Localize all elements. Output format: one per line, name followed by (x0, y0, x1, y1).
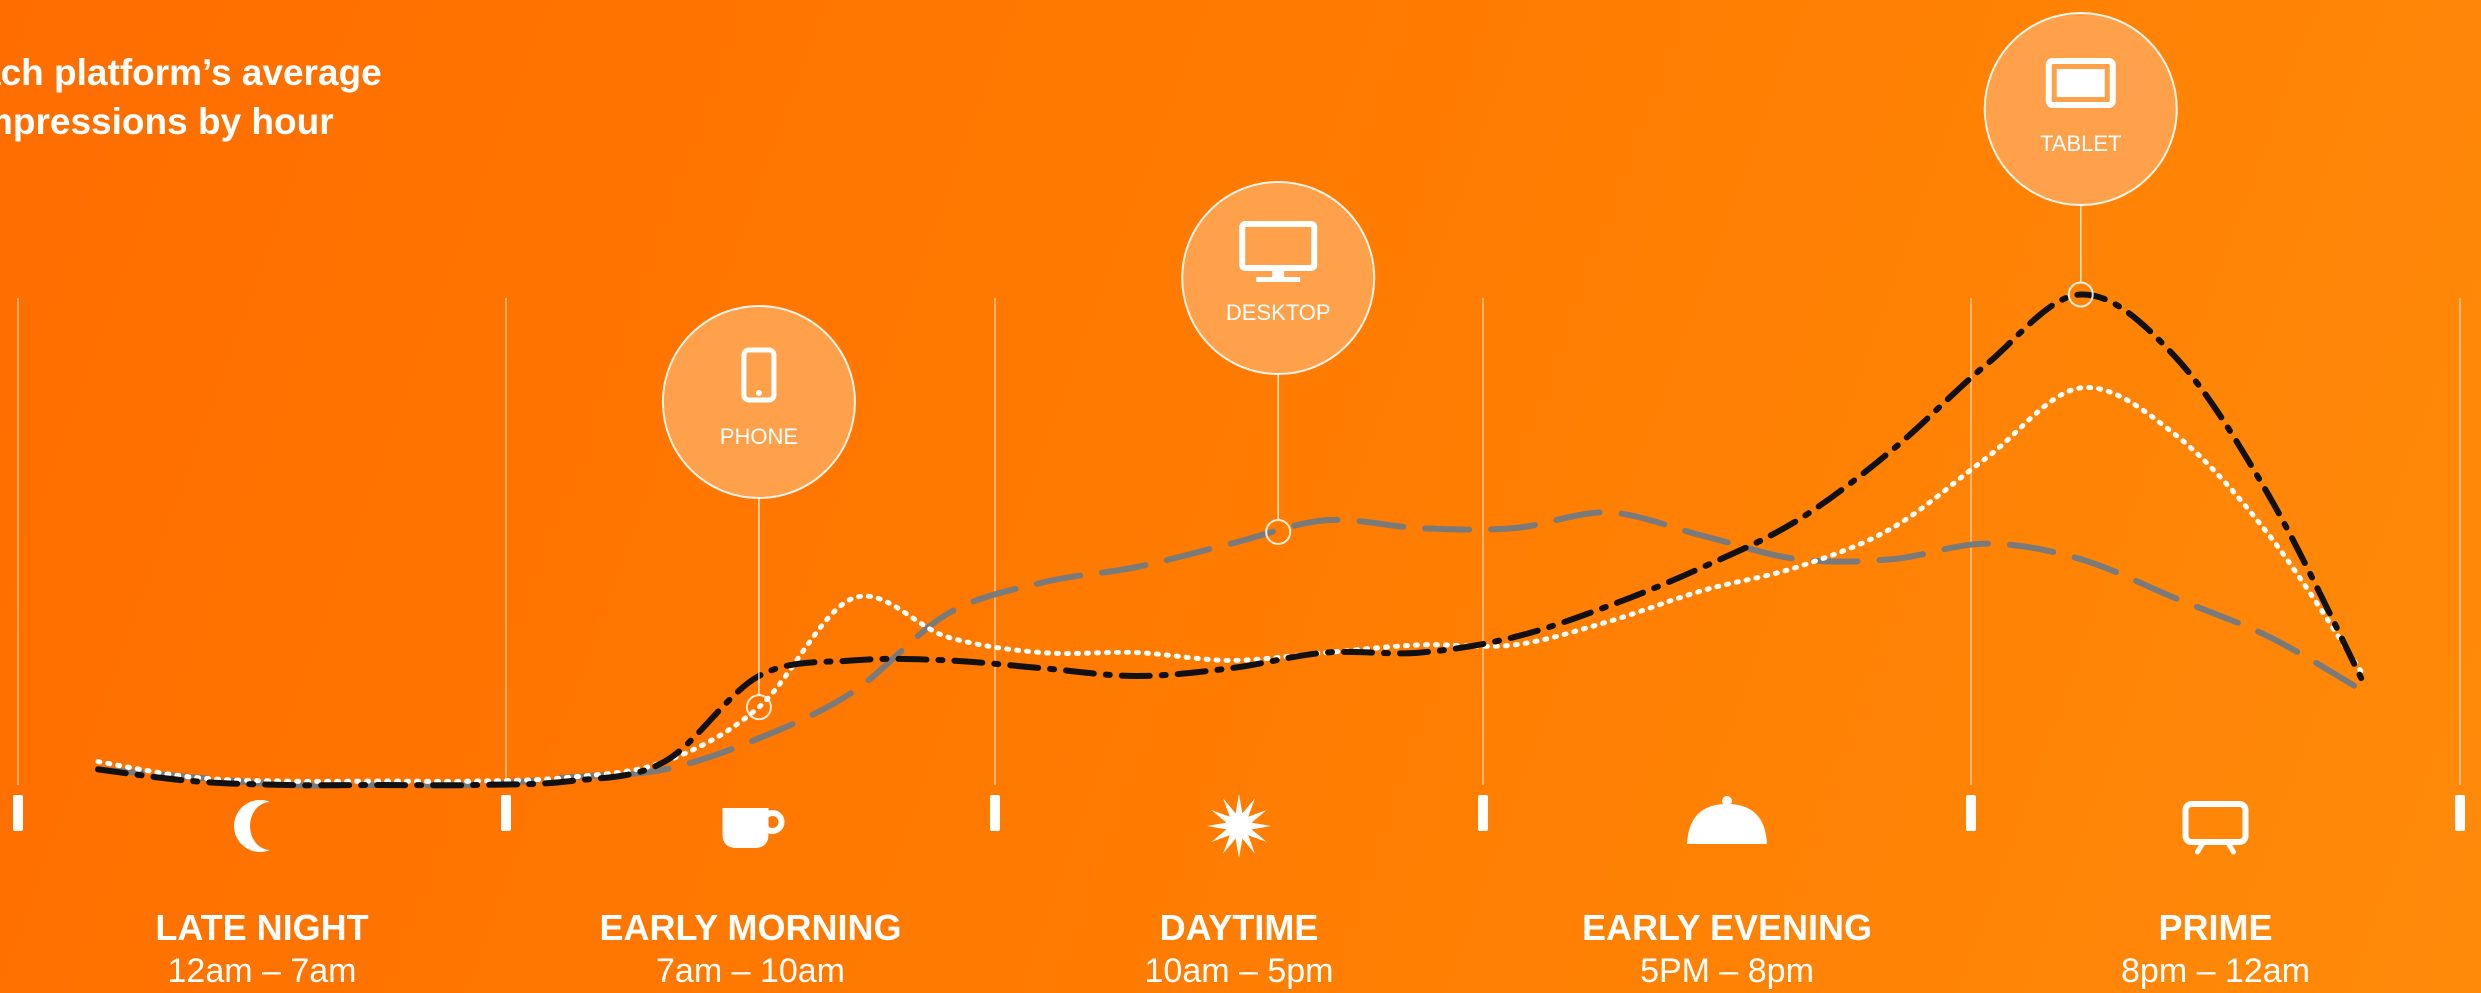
series-line-tablet (95, 291, 2367, 789)
segment-hours: 5PM – 8pm (1640, 952, 1814, 990)
segment-hours: 8pm – 12am (2121, 952, 2310, 990)
segment-tick (1966, 795, 1976, 831)
segment-label: EARLY MORNING 7am – 10am (541, 906, 961, 992)
segment-name: EARLY MORNING (599, 907, 902, 948)
segment-tick (1478, 795, 1488, 831)
segment-tick (2455, 795, 2465, 831)
series-line-desktop (95, 509, 2367, 789)
callout-label: DESKTOP (1226, 300, 1331, 325)
segment-hours: 12am – 7am (167, 952, 357, 990)
segment-name: LATE NIGHT (155, 907, 369, 948)
food-cloche-icon (1687, 796, 1767, 844)
tablet-icon (2045, 58, 2116, 108)
segment-hours: 7am – 10am (656, 952, 845, 990)
segment-icons (234, 794, 2249, 858)
segment-tick (501, 795, 511, 831)
segment-dividers (13, 298, 2465, 831)
segment-name: EARLY EVENING (1581, 907, 1873, 948)
callout-phone: PHONE (661, 305, 856, 721)
callout-marker (2067, 281, 2094, 308)
callout-bubbles: PHONE DESKTOP TABLET (661, 12, 2178, 721)
segment-label: PRIME 8pm – 12am (2006, 906, 2426, 992)
series-lines (95, 291, 2367, 789)
segment-name: PRIME (2158, 907, 2273, 948)
callout-bubble (1983, 12, 2178, 206)
tv-icon (2182, 801, 2249, 855)
chart-title: ach platform’s average mpressions by hou… (0, 48, 580, 146)
sun-icon (1207, 794, 1271, 858)
callout-label: PHONE (720, 424, 798, 449)
segment-tick (990, 795, 1000, 831)
chart-title-line-2: mpressions by hour (0, 101, 334, 142)
callout-desktop: DESKTOP (1181, 181, 1376, 545)
segment-name: DAYTIME (1159, 907, 1319, 948)
series-line-phone (95, 385, 2367, 784)
segment-label: DAYTIME 10am – 5pm (1029, 906, 1449, 992)
segment-hours: 10am – 5pm (1144, 952, 1334, 990)
coffee-cup-icon (722, 808, 785, 848)
callout-marker (1265, 518, 1292, 545)
segment-label: LATE NIGHT 12am – 7am (52, 906, 472, 992)
moon-icon (234, 800, 270, 852)
phone-icon (741, 347, 777, 403)
callout-marker (745, 694, 772, 721)
monitor-icon (1239, 221, 1318, 282)
chart-title-line-1: ach platform’s average (0, 52, 382, 93)
segment-label: EARLY EVENING 5PM – 8pm (1517, 906, 1937, 992)
callout-label: TABLET (2040, 131, 2122, 156)
callout-tablet: TABLET (1983, 12, 2178, 308)
segment-tick (13, 795, 23, 831)
